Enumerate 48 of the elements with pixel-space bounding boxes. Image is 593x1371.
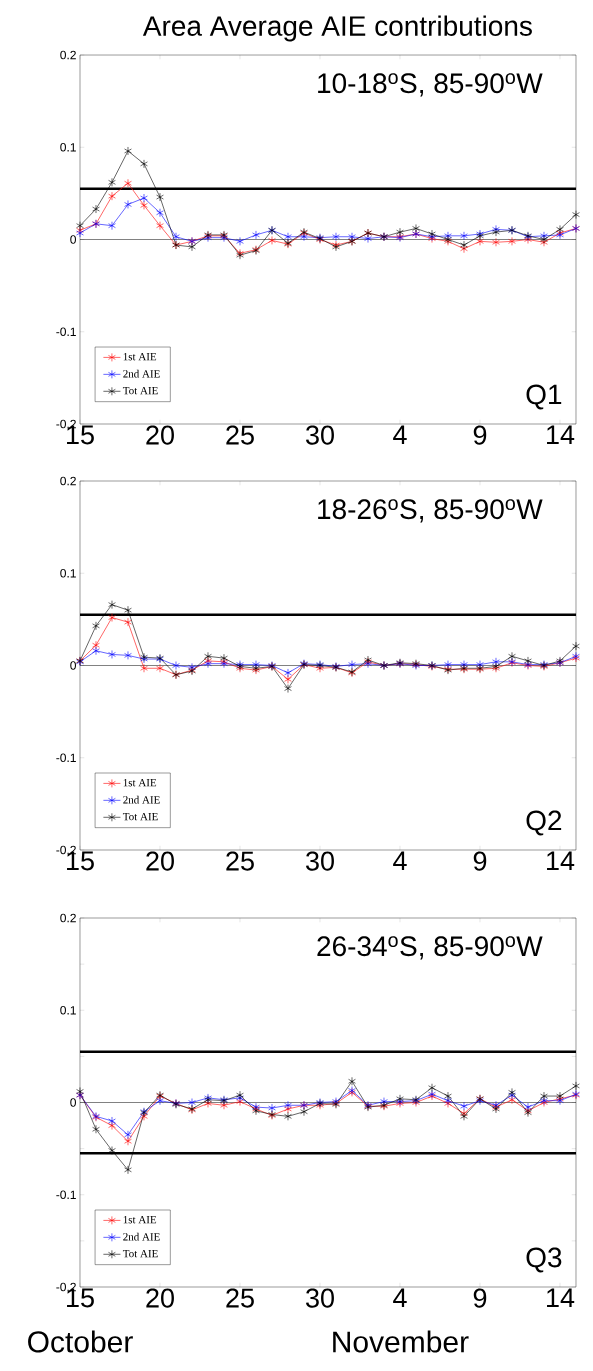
x-tick-label: 9 bbox=[473, 851, 487, 871]
y-tick-label: 0.2 bbox=[60, 50, 76, 60]
y-tick-label: 0 bbox=[70, 1098, 76, 1107]
legend-label: Tot AIE bbox=[122, 1249, 158, 1258]
x-tick-label: 14 bbox=[547, 425, 575, 445]
x-tick-label: 4 bbox=[393, 425, 407, 445]
annotation: 10-18$^{o}$S, 85-90$^{o}$W bbox=[318, 73, 543, 97]
x-tick-label: 14 bbox=[547, 851, 575, 871]
y-tick-label: 0.1 bbox=[60, 1006, 76, 1015]
x-tick-label: 25 bbox=[226, 1288, 254, 1308]
legend-label: 1st AIE bbox=[123, 353, 157, 361]
text: November bbox=[333, 1330, 469, 1353]
text: October bbox=[28, 1330, 133, 1353]
legend-label: Tot AIE bbox=[122, 812, 158, 821]
y-tick-label: 0 bbox=[70, 661, 76, 670]
x-tick-label: 25 bbox=[226, 425, 254, 445]
x-tick-label: 25 bbox=[226, 851, 254, 871]
x-tick-label: 30 bbox=[306, 851, 334, 871]
x-tick-label: 20 bbox=[146, 851, 174, 871]
annotation: 18-26$^{o}$S, 85-90$^{o}$W bbox=[318, 499, 543, 523]
x-tick-label: 20 bbox=[146, 425, 174, 445]
x-tick-label: 30 bbox=[306, 1288, 334, 1308]
chart-title: Area Average AIE contributions bbox=[142, 15, 532, 42]
legend-label: Tot AIE bbox=[122, 386, 158, 395]
x-tick-label: 9 bbox=[473, 1288, 487, 1308]
legend-label: 2nd AIE bbox=[123, 369, 160, 378]
legend-label: 1st AIE bbox=[123, 1216, 157, 1224]
y-tick-label: -0.1 bbox=[56, 1190, 76, 1199]
annotation: Q1 bbox=[526, 384, 562, 410]
y-tick-label: -0.1 bbox=[56, 327, 76, 336]
x-tick-label: 4 bbox=[393, 1288, 407, 1308]
y-tick-label: -0.1 bbox=[56, 753, 76, 762]
x-tick-label: 14 bbox=[547, 1288, 575, 1308]
annotation: 26-34$^{o}$S, 85-90$^{o}$W bbox=[317, 936, 543, 960]
legend-label: 2nd AIE bbox=[123, 1232, 160, 1241]
x-tick-label: 20 bbox=[146, 1288, 174, 1308]
annotation: Q3 bbox=[526, 1247, 562, 1273]
y-tick-label: 0.2 bbox=[60, 913, 76, 923]
y-tick-label: 0.1 bbox=[60, 143, 76, 152]
legend-label: 2nd AIE bbox=[123, 795, 160, 804]
x-tick-label: 9 bbox=[473, 425, 487, 445]
y-tick-label: 0 bbox=[70, 235, 76, 244]
x-tick-label: 4 bbox=[393, 851, 407, 871]
y-tick-label: 0.2 bbox=[60, 476, 76, 486]
x-tick-label: 30 bbox=[306, 425, 334, 445]
annotation: Q2 bbox=[526, 810, 562, 836]
y-tick-label: 0.1 bbox=[60, 569, 76, 578]
legend-label: 1st AIE bbox=[123, 779, 157, 787]
